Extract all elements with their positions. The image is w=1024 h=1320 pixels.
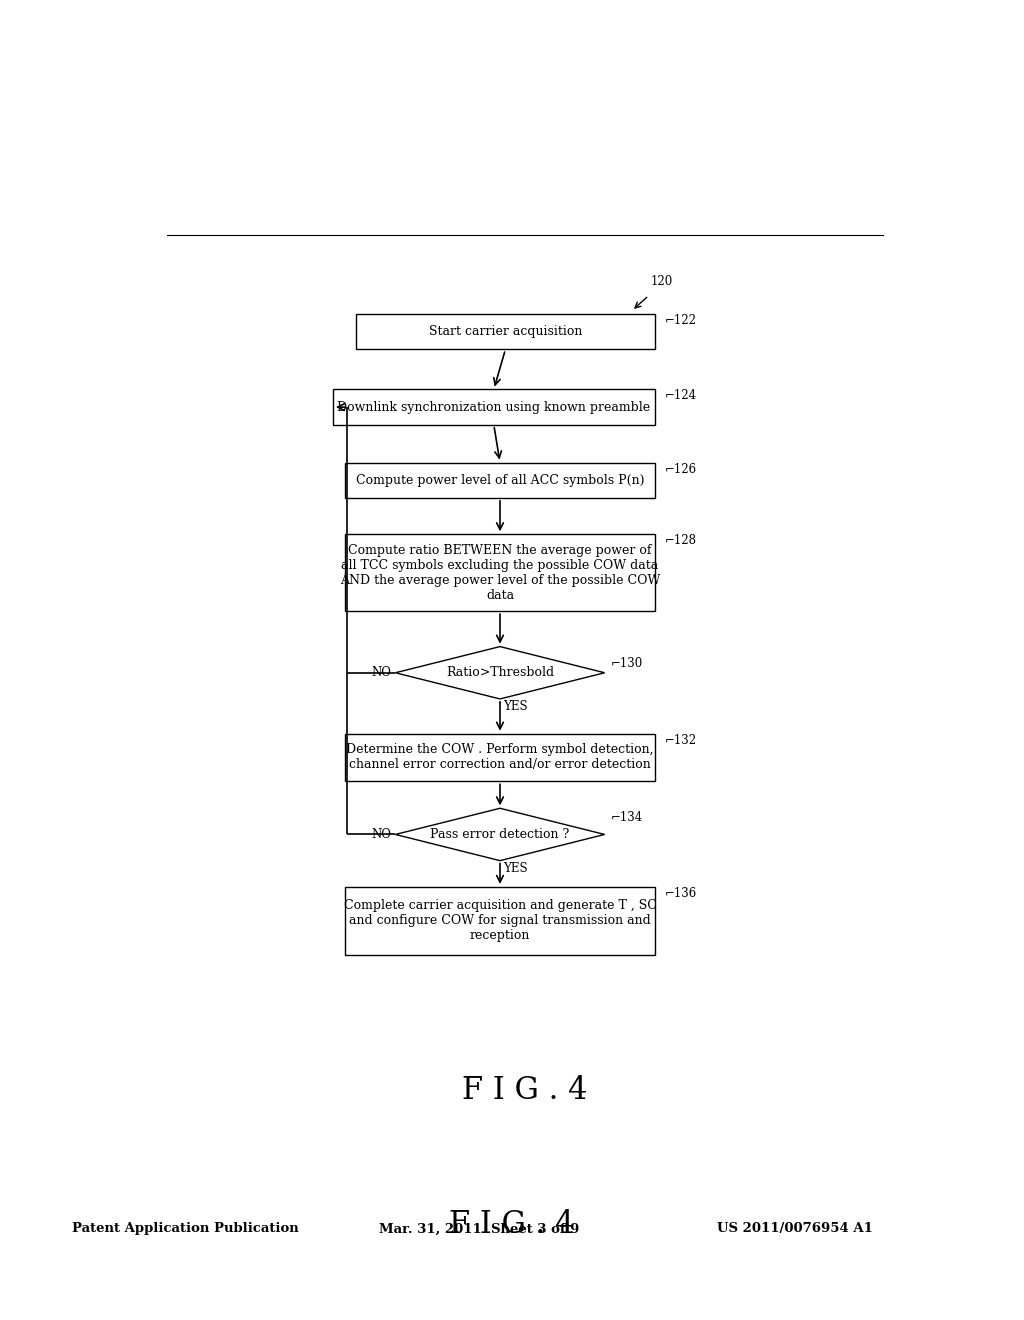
- Text: Ratio>Thresbold: Ratio>Thresbold: [445, 667, 554, 680]
- Text: Mar. 31, 2011  Sheet 3 of 9: Mar. 31, 2011 Sheet 3 of 9: [379, 1222, 580, 1236]
- Polygon shape: [395, 808, 604, 861]
- Text: ⌐126: ⌐126: [665, 462, 696, 475]
- Bar: [356, 314, 654, 350]
- Text: Determine the COW . Perform symbol detection,
channel error correction and/or er: Determine the COW . Perform symbol detec…: [346, 743, 653, 771]
- Text: ⌐122: ⌐122: [665, 314, 696, 327]
- Bar: [345, 887, 655, 954]
- Text: ⌐128: ⌐128: [665, 535, 696, 548]
- Text: ⌐132: ⌐132: [665, 734, 696, 747]
- Text: 120: 120: [651, 275, 674, 288]
- Text: Compute ratio BETWEEN the average power of
all TCC symbols excluding the possibl: Compute ratio BETWEEN the average power …: [340, 544, 660, 602]
- Text: YES: YES: [503, 862, 527, 875]
- Text: NO: NO: [372, 667, 391, 680]
- Bar: [345, 734, 655, 781]
- Text: Compute power level of all ACC symbols P(n): Compute power level of all ACC symbols P…: [355, 474, 644, 487]
- Bar: [333, 389, 654, 425]
- Text: Patent Application Publication: Patent Application Publication: [72, 1222, 298, 1236]
- Text: Complete carrier acquisition and generate T , SC
and configure COW for signal tr: Complete carrier acquisition and generat…: [344, 899, 656, 942]
- Text: ⌐136: ⌐136: [665, 887, 696, 900]
- Text: F I G . 4: F I G . 4: [462, 1074, 588, 1106]
- Text: Pass error detection ?: Pass error detection ?: [430, 828, 569, 841]
- Polygon shape: [395, 647, 604, 700]
- Bar: [345, 535, 655, 611]
- Text: ⌐130: ⌐130: [611, 657, 643, 671]
- Text: NO: NO: [372, 828, 391, 841]
- Bar: [345, 462, 655, 498]
- Text: F I G . 4: F I G . 4: [450, 1209, 574, 1241]
- Text: ⌐124: ⌐124: [665, 389, 696, 403]
- Text: ⌐134: ⌐134: [611, 812, 643, 825]
- Text: Start carrier acquisition: Start carrier acquisition: [429, 325, 582, 338]
- Text: US 2011/0076954 A1: US 2011/0076954 A1: [717, 1222, 872, 1236]
- Text: YES: YES: [503, 701, 527, 714]
- Text: Downlink synchronization using known preamble: Downlink synchronization using known pre…: [337, 400, 650, 413]
